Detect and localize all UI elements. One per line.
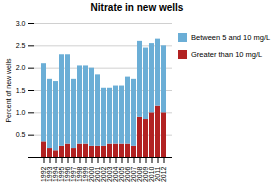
svg-text:2011: 2011: [154, 166, 162, 182]
svg-text:1999: 1999: [82, 166, 90, 183]
svg-text:2003: 2003: [106, 166, 114, 183]
svg-text:1996: 1996: [64, 166, 72, 183]
svg-text:2001: 2001: [94, 166, 102, 183]
svg-text:2.0: 2.0: [16, 64, 26, 71]
svg-text:2006: 2006: [124, 166, 132, 183]
svg-text:2000: 2000: [88, 166, 96, 183]
html-text:Nitrate in new wells: Nitrate in new wells: [90, 2, 184, 13]
svg-text:1998: 1998: [76, 166, 84, 183]
html-text:Between 5 and 10 mg/L: Between 5 and 10 mg/L: [191, 33, 271, 42]
svg-text:1992: 1992: [40, 166, 48, 183]
svg-text:2005: 2005: [118, 166, 126, 183]
svg-text:2007: 2007: [130, 166, 138, 183]
svg-text:Percent of new wells: Percent of new wells: [5, 58, 12, 123]
svg-text:2008: 2008: [136, 166, 144, 183]
svg-text:2002: 2002: [100, 166, 108, 183]
svg-text:1995: 1995: [58, 166, 66, 183]
svg-text:1.0: 1.0: [16, 109, 26, 116]
svg-text:3.0: 3.0: [16, 20, 26, 27]
svg-text:2010: 2010: [148, 166, 156, 183]
svg-text:0.5: 0.5: [16, 131, 26, 138]
html-text:Greater than 10 mg/L: Greater than 10 mg/L: [191, 50, 263, 59]
svg-text:2.5: 2.5: [16, 42, 26, 49]
svg-text:2004: 2004: [112, 166, 120, 183]
svg-text:2009: 2009: [142, 166, 150, 183]
svg-text:1993: 1993: [46, 166, 54, 183]
svg-text:1994: 1994: [52, 166, 60, 183]
svg-text:1997: 1997: [70, 166, 78, 183]
svg-text:2012: 2012: [160, 166, 167, 182]
svg-text:1.5: 1.5: [16, 87, 26, 94]
